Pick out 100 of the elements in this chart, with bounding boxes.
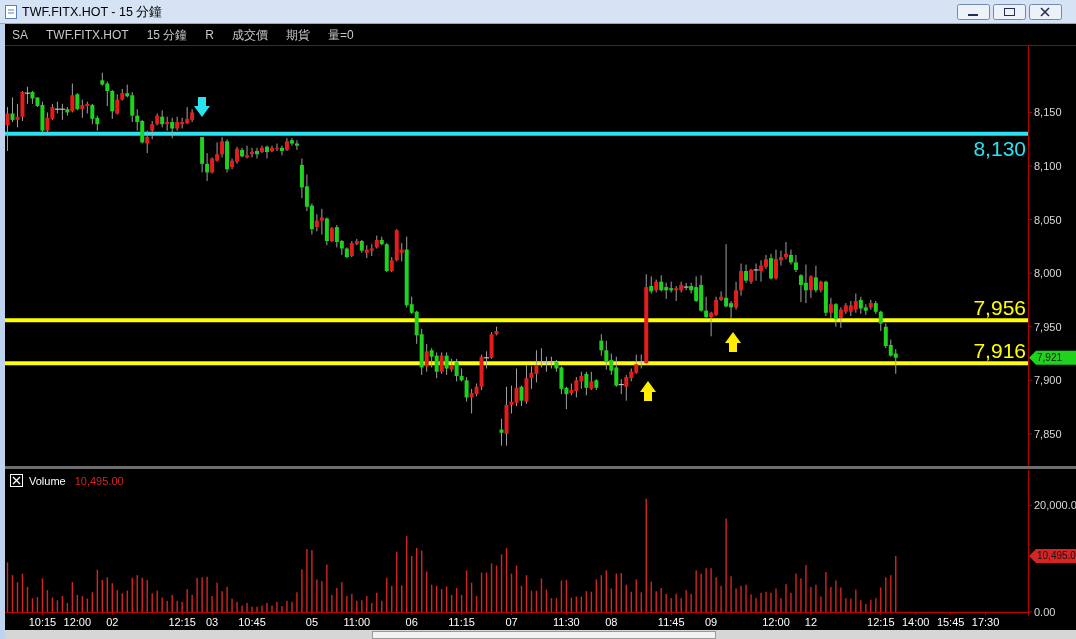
ref-line-label: 7,956 [973,296,1026,320]
candlestick [279,145,284,156]
candlestick [170,117,175,139]
x-tick-label: 12:15 [867,616,895,628]
chart-title: TWF.FITX.HOT - 15 分鐘 [22,5,163,19]
candlestick [604,340,609,371]
y-tick-label: 8,150 [1034,106,1062,119]
candlestick [45,111,50,134]
ref-line-label: 8,130 [973,136,1026,160]
x-tick-label: 08 [605,616,618,628]
candlestick [454,358,459,382]
candlestick [759,259,764,283]
annotation: 10,495.00 [74,475,124,487]
y-tick-label: 8,050 [1034,213,1062,226]
candlestick [793,254,798,273]
candlestick [5,106,10,152]
y-tick-label: 7,950 [1034,320,1062,333]
candlestick [788,249,793,266]
text: R [205,28,215,42]
text: 15 分鐘 [146,28,188,42]
candlestick [115,93,120,116]
x-tick-label: 12 [804,616,818,628]
x-tick-label: 15:45 [936,616,965,628]
candlestick [589,371,594,391]
candlestick [444,351,449,376]
candlestick [434,351,439,379]
candlestick [15,103,20,128]
x-tick-label: 10:45 [238,616,266,628]
x-tick-label: 02 [106,616,119,628]
candlestick [808,274,813,299]
candlestick [803,264,808,304]
text: TWF.FITX.HOT [46,28,130,42]
x-tick-label: 12:00 [63,616,92,628]
candlestick [719,290,724,302]
x-tick-label: 12:00 [762,616,790,628]
x-tick-label: 17:30 [971,616,1000,628]
text: 10,495.0 [1037,550,1076,562]
x-tick-label: 11:30 [553,616,580,628]
candlestick [599,333,604,357]
candlestick [813,265,818,293]
candlestick [319,208,324,236]
text: 量=0 [328,28,355,42]
x-tick-label: 11:45 [657,616,685,628]
candlestick [145,130,150,154]
candlestick [769,253,773,281]
y-tick-label: 7,900 [1034,374,1062,387]
x-tick-label: 09 [704,616,718,628]
candlestick [529,365,534,390]
candlestick [524,364,529,405]
candlestick [514,368,519,407]
candlestick [893,348,898,375]
x-tick-label: 07 [505,616,518,628]
text: 成交價 [232,28,269,42]
candlestick [519,385,524,407]
candlestick [90,103,95,125]
candlestick [833,302,838,328]
candlestick [724,243,729,308]
candlestick [464,376,469,403]
candlestick [255,147,260,159]
text: 7,921 [1037,352,1063,364]
candlestick [499,418,504,447]
candlestick [734,281,739,311]
candlestick [220,136,225,158]
candlestick [424,343,429,373]
x-tick-label: 05 [305,616,319,628]
text: 期貨 [286,28,311,42]
candlestick [264,145,269,159]
text: Volume [29,475,66,487]
candlestick [205,152,210,182]
candlestick [739,263,744,297]
candlestick [110,89,115,120]
candlestick [324,216,329,246]
candlestick [853,293,858,314]
candlestick [80,99,85,119]
candlestick [744,264,749,284]
candlestick [289,137,294,147]
candlestick [704,296,709,320]
x-tick-label: 10:15 [28,616,57,628]
x-tick-label: 12:15 [168,616,196,628]
x-tick-label: 11:00 [343,616,371,628]
ref-line-label: 7,916 [973,339,1026,363]
candlestick [274,143,279,152]
text: SA [12,28,29,42]
y-tick-label: 8,000 [1034,267,1062,280]
candlestick [878,310,883,332]
x-tick-label: 14:00 [901,616,930,628]
candlestick [828,297,833,319]
y-tick-label: 7,850 [1034,427,1062,440]
x-tick-label: 06 [405,616,418,628]
candlestick [489,331,494,360]
candlestick [10,96,15,123]
candlestick [150,120,155,140]
candlestick [753,263,759,282]
candlestick [70,83,75,113]
candlestick [783,241,788,260]
candlestick [314,213,319,232]
x-tick-label: 11:15 [448,616,475,628]
candlestick [624,374,629,402]
candlestick [439,351,444,375]
x-tick-label: 03 [205,616,219,628]
